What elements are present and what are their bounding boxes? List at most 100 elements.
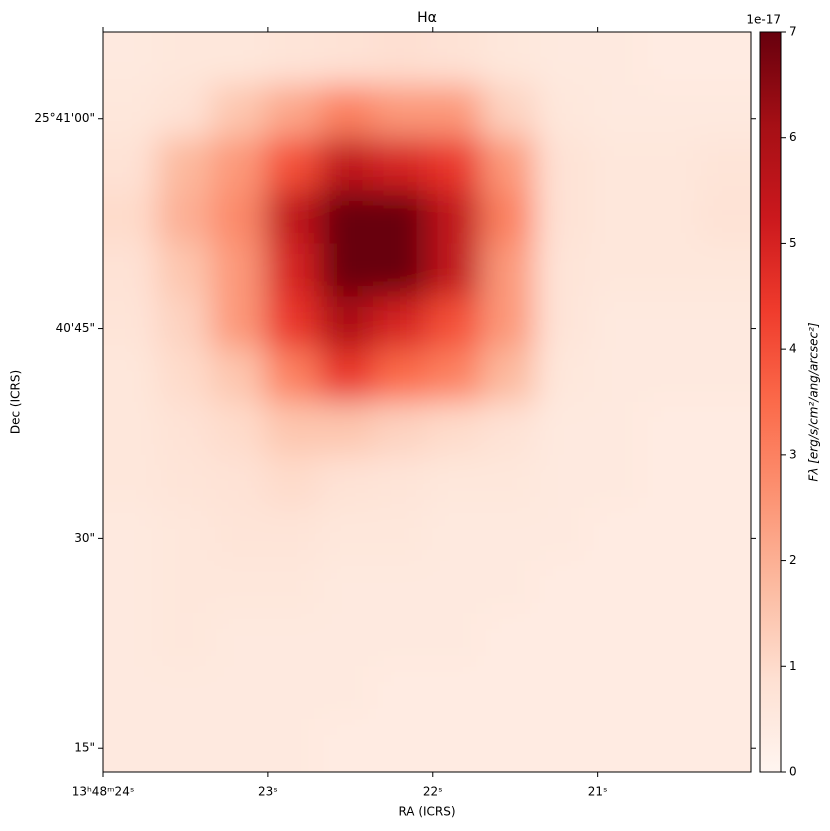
- heat-cell: [373, 507, 428, 562]
- heat-cell: [535, 243, 590, 297]
- heat-cell: [211, 190, 266, 244]
- heat-cell: [373, 190, 428, 244]
- heat-cell: [265, 454, 320, 509]
- heat-cell: [481, 32, 536, 86]
- heat-cell: [535, 137, 590, 192]
- heat-cell: [157, 84, 212, 139]
- colorbar-offset: 1e-17: [746, 13, 781, 27]
- heat-cell: [211, 507, 266, 562]
- heat-cell: [589, 613, 644, 667]
- heat-cell: [265, 666, 320, 720]
- heat-cell: [103, 507, 158, 562]
- heat-cell: [373, 560, 428, 614]
- heat-cell: [265, 507, 320, 562]
- x-tick-label: 21ˢ: [588, 785, 608, 799]
- heat-cell: [697, 454, 751, 509]
- x-axis-label: RA (ICRS): [398, 805, 455, 819]
- heat-cell: [265, 296, 320, 350]
- heat-cell: [265, 719, 320, 772]
- heat-cell: [319, 84, 374, 139]
- heat-cell: [535, 32, 590, 86]
- heat-cell: [211, 613, 266, 667]
- heat-cell: [697, 243, 751, 297]
- heat-cell: [157, 560, 212, 614]
- heat-cell: [697, 190, 751, 244]
- heat-cell: [103, 137, 158, 192]
- heat-cell: [481, 507, 536, 562]
- heat-cell: [697, 507, 751, 562]
- heat-cell: [535, 84, 590, 139]
- heat-cell: [643, 719, 698, 772]
- chart-title: Hα: [417, 10, 437, 26]
- heat-cell: [427, 719, 482, 772]
- heat-cell: [211, 243, 266, 297]
- heat-cell: [643, 402, 698, 456]
- heat-cell: [157, 454, 212, 509]
- colorbar-tick-label: 5: [789, 236, 797, 250]
- heat-cell: [481, 349, 536, 403]
- y-tick-label: 40'45": [56, 321, 95, 335]
- heat-cell: [373, 666, 428, 720]
- heat-cell: [265, 243, 320, 297]
- heat-cell: [589, 454, 644, 509]
- heat-cell: [697, 402, 751, 456]
- heat-cell: [535, 560, 590, 614]
- heat-cell: [157, 243, 212, 297]
- heat-cell: [157, 507, 212, 562]
- heat-cell: [697, 296, 751, 350]
- heat-cell: [103, 32, 158, 86]
- heat-cell: [319, 719, 374, 772]
- heat-cell: [643, 243, 698, 297]
- heat-cell: [589, 137, 644, 192]
- heat-cell: [643, 507, 698, 562]
- heat-cell: [265, 32, 320, 86]
- heat-cell: [643, 137, 698, 192]
- heat-cell: [481, 719, 536, 772]
- heat-cell: [373, 454, 428, 509]
- heat-cell: [589, 666, 644, 720]
- heat-cell: [211, 84, 266, 139]
- heat-cell: [319, 507, 374, 562]
- heat-cell: [643, 454, 698, 509]
- heat-cell: [481, 84, 536, 139]
- heat-cell: [373, 613, 428, 667]
- heat-cell: [427, 243, 482, 297]
- heat-cell: [103, 84, 158, 139]
- heat-cell: [319, 32, 374, 86]
- heat-cell: [589, 560, 644, 614]
- heat-cell: [589, 32, 644, 86]
- heat-cell: [319, 666, 374, 720]
- heat-cell: [589, 296, 644, 350]
- heat-cell: [535, 613, 590, 667]
- heat-cell: [103, 666, 158, 720]
- heat-cell: [373, 402, 428, 456]
- heat-cell: [697, 137, 751, 192]
- heat-cell: [427, 454, 482, 509]
- heat-cell: [535, 507, 590, 562]
- heat-cell: [427, 296, 482, 350]
- heat-cell: [157, 666, 212, 720]
- y-tick-label: 25°41'00": [34, 111, 95, 125]
- colorbar-tick-label: 1: [789, 659, 797, 673]
- heat-cell: [697, 666, 751, 720]
- heat-cell: [319, 137, 374, 192]
- heat-cell: [319, 613, 374, 667]
- colorbar-tick-label: 0: [789, 765, 797, 779]
- heat-cell: [697, 560, 751, 614]
- x-tick-label: 22ˢ: [423, 785, 443, 799]
- heat-cell: [103, 190, 158, 244]
- x-tick-label: 23ˢ: [258, 785, 278, 799]
- heat-cell: [589, 507, 644, 562]
- heat-cell: [643, 666, 698, 720]
- colorbar-tick-label: 3: [789, 447, 797, 461]
- heat-cell: [157, 349, 212, 403]
- heat-cell: [265, 613, 320, 667]
- heat-cell: [211, 32, 266, 86]
- heat-cell: [697, 349, 751, 403]
- heat-cell: [211, 402, 266, 456]
- heat-cell: [697, 613, 751, 667]
- y-axis-label: Dec (ICRS): [9, 370, 23, 434]
- heat-cell: [319, 454, 374, 509]
- heat-cell: [427, 349, 482, 403]
